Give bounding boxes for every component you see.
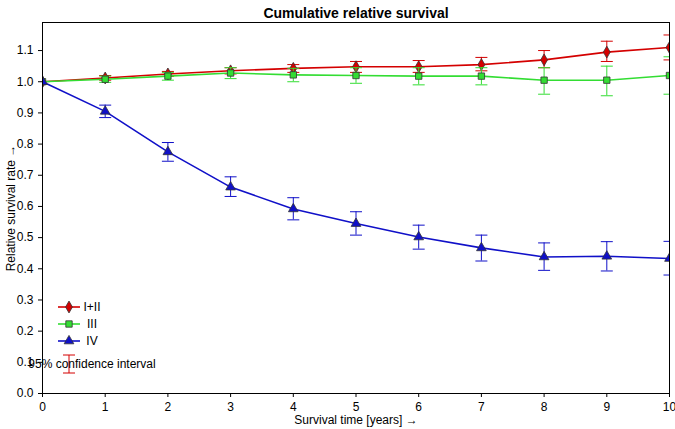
svg-text:Survival time [years] →: Survival time [years] → (294, 413, 417, 427)
svg-text:95% confidence interval: 95% confidence interval (28, 357, 155, 371)
svg-text:0.3: 0.3 (17, 293, 34, 307)
svg-text:1.0: 1.0 (17, 75, 34, 89)
svg-text:4: 4 (290, 400, 297, 414)
svg-text:0.1: 0.1 (16, 355, 34, 370)
svg-text:3: 3 (227, 400, 234, 414)
svg-text:0.6: 0.6 (17, 199, 34, 213)
svg-text:6: 6 (415, 400, 422, 414)
svg-text:I+II: I+II (83, 300, 100, 314)
svg-text:0.0: 0.0 (17, 386, 34, 400)
svg-text:1: 1 (102, 400, 109, 414)
svg-text:10: 10 (663, 400, 675, 414)
svg-text:0: 0 (39, 400, 46, 414)
svg-text:Relative survival rate →: Relative survival rate → (4, 145, 18, 272)
svg-text:0.7: 0.7 (17, 168, 34, 182)
svg-text:2: 2 (165, 400, 172, 414)
svg-text:5: 5 (352, 400, 360, 414)
svg-text:0.4: 0.4 (17, 262, 34, 276)
svg-text:1.1: 1.1 (17, 43, 34, 57)
svg-text:III: III (87, 317, 97, 331)
svg-text:8: 8 (541, 400, 548, 414)
svg-text:0.2: 0.2 (17, 324, 34, 338)
svg-text:0.5: 0.5 (17, 230, 34, 244)
svg-text:Cumulative relative survival: Cumulative relative survival (263, 5, 448, 21)
svg-text:0.9: 0.9 (17, 106, 34, 120)
svg-text:7: 7 (478, 400, 485, 414)
svg-text:IV: IV (86, 334, 97, 348)
svg-text:0.8: 0.8 (17, 137, 34, 151)
svg-text:9: 9 (603, 400, 610, 414)
